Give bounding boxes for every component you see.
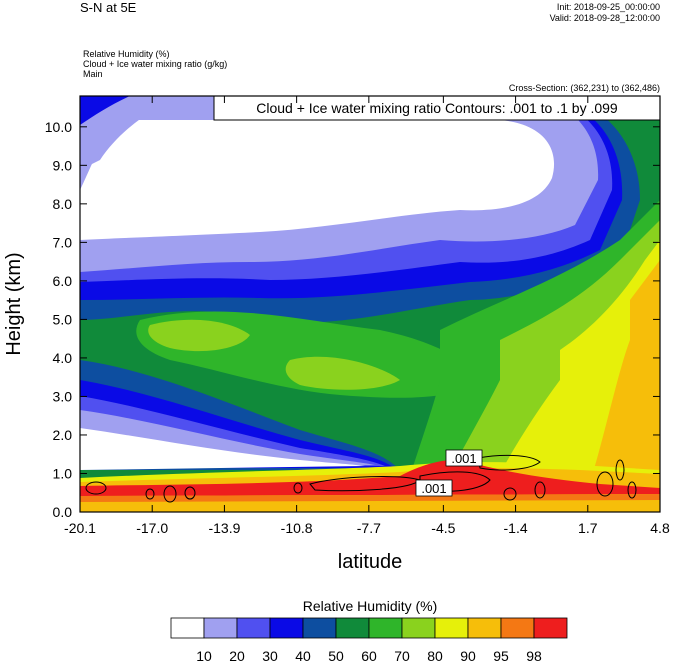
contour-line — [184, 486, 196, 500]
colorbar — [170, 617, 568, 639]
contour-label-box — [445, 449, 483, 467]
rh-filled-contours — [80, 96, 660, 512]
x-tick-label: 4.8 — [650, 520, 670, 536]
colorbar-level-label: 98 — [526, 648, 542, 664]
x-tick-label: -10.8 — [281, 520, 313, 536]
contour-line — [477, 454, 541, 471]
colorbar-level-label: 40 — [295, 648, 311, 664]
contour-label-box — [415, 479, 453, 497]
contour-label-lower: .001 — [421, 481, 446, 496]
field-line-main: Main — [83, 69, 103, 79]
x-axis: -20.1 -17.0 -13.9 -10.8 -7.7 -4.5 -1.4 1.7 4.8 — [64, 96, 670, 536]
colorbar-level-label: 90 — [460, 648, 476, 664]
y-tick-label: 9.0 — [53, 157, 73, 173]
plot-frame — [79, 95, 661, 513]
colorbar-level-label: 80 — [427, 648, 443, 664]
colorbar-level-label: 70 — [394, 648, 410, 664]
colorbar-swatch — [203, 617, 238, 639]
colorbar-swatch — [170, 617, 205, 639]
colorbar-level-label: 60 — [361, 648, 377, 664]
colorbar-title: Relative Humidity (%) — [303, 598, 438, 614]
x-axis-label: latitude — [338, 551, 403, 573]
contour-line — [627, 481, 637, 499]
colorbar-level-label: 20 — [229, 648, 245, 664]
contour-labels: .001 .001 — [415, 449, 483, 497]
plot-title: S-N at 5E — [80, 0, 137, 15]
cross-section-label: Cross-Section: (362,231) to (362,486) — [508, 83, 660, 93]
colorbar-swatch — [533, 617, 568, 639]
x-tick-label: -4.5 — [431, 520, 455, 536]
colorbar-swatch — [434, 617, 469, 639]
colorbar-level-label: 30 — [262, 648, 278, 664]
x-tick-label: 1.7 — [578, 520, 598, 536]
y-tick-label: 5.0 — [53, 311, 73, 327]
colorbar-level-label: 10 — [196, 648, 212, 664]
y-axis: 0.0 1.0 2.0 3.0 4.0 5.0 6.0 7.0 8.0 9.0 10.0 — [45, 119, 660, 520]
contour-title: Cloud + Ice water mixing ratio Contours:… — [256, 100, 618, 116]
y-tick-label: 4.0 — [53, 350, 73, 366]
colorbar-swatch — [236, 617, 271, 639]
colorbar-level-label: 50 — [328, 648, 344, 664]
band-10-lower — [80, 428, 365, 470]
init-time: Init: 2018-09-25_00:00:00 — [556, 2, 660, 12]
contour-line — [534, 481, 546, 499]
contour-line — [85, 481, 107, 495]
x-tick-label: -13.9 — [208, 520, 240, 536]
field-list: Relative Humidity (%) Cloud + Ice water … — [83, 49, 227, 79]
band-40-corner — [80, 96, 130, 125]
colorbar-swatch — [467, 617, 502, 639]
y-tick-label: 3.0 — [53, 388, 73, 404]
colorbar-swatch — [368, 617, 403, 639]
band-10-upper — [80, 120, 555, 240]
band-80-c — [285, 356, 400, 390]
contour-line — [615, 459, 625, 481]
band-95 — [580, 260, 660, 512]
x-tick-label: -20.1 — [64, 520, 96, 536]
y-tick-label: 6.0 — [53, 273, 73, 289]
y-axis-label: Height (km) — [3, 252, 25, 355]
contour-label-upper: .001 — [451, 451, 476, 466]
y-tick-label: 10.0 — [45, 119, 72, 135]
band-90-sfc-low — [80, 500, 660, 512]
band-20-corner — [80, 96, 180, 170]
y-tick-label: 7.0 — [53, 234, 73, 250]
colorbar-swatch — [500, 617, 535, 639]
field-line-cloud: Cloud + Ice water mixing ratio (g/kg) — [83, 59, 228, 69]
y-tick-label: 2.0 — [53, 427, 73, 443]
contour-line — [145, 488, 155, 500]
colorbar-swatch — [302, 617, 337, 639]
x-tick-label: -17.0 — [136, 520, 168, 536]
y-tick-label: 8.0 — [53, 196, 73, 212]
x-tick-label: -1.4 — [504, 520, 528, 536]
x-tick-label: -7.7 — [357, 520, 381, 536]
contour-line — [293, 482, 303, 494]
contour-line — [596, 471, 614, 497]
valid-time: Valid: 2018-09-28_12:00:00 — [549, 13, 660, 23]
y-tick-label: 0.0 — [53, 504, 73, 520]
y-tick-label: 1.0 — [53, 465, 73, 481]
colorbar-labels: 10 20 30 40 50 60 70 80 90 95 98 — [196, 648, 542, 664]
colorbar-swatch — [269, 617, 304, 639]
band-80-a — [148, 319, 250, 352]
contour-line — [163, 485, 177, 503]
band-98-sfc — [80, 459, 660, 496]
colorbar-swatch — [335, 617, 370, 639]
contour-line — [503, 487, 517, 501]
colorbar-swatch — [401, 617, 436, 639]
colorbar-level-label: 95 — [493, 648, 509, 664]
field-line-rh: Relative Humidity (%) — [83, 49, 170, 59]
